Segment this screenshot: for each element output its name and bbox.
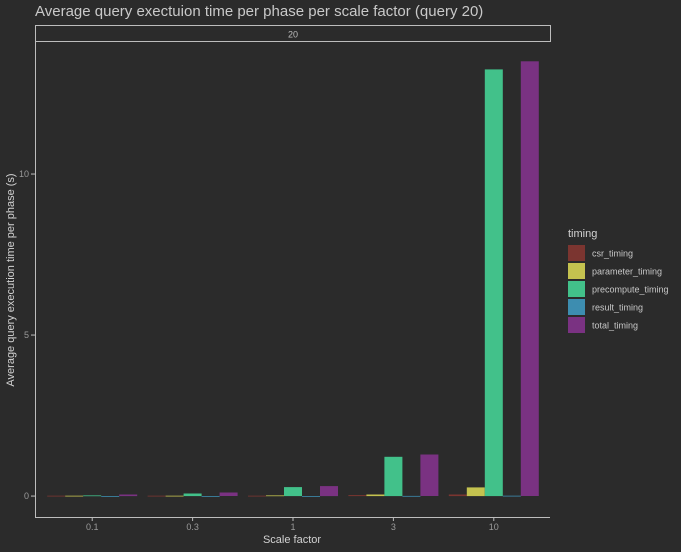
y-tick-label: 5: [24, 330, 29, 340]
bar-total_timing-10: [520, 61, 539, 497]
legend-swatch-csr_timing: [568, 245, 585, 261]
legend-label-result_timing: result_timing: [592, 303, 643, 313]
bar-result_timing-1: [302, 496, 320, 497]
bar-result_timing-10: [502, 495, 521, 497]
legend-swatch-parameter_timing: [568, 263, 585, 279]
legend: timing csr_timing parameter_timingprecomp…: [568, 228, 669, 333]
bar-precompute_timing-10: [484, 69, 503, 497]
legend-label-total_timing: total_timing: [592, 321, 638, 331]
bar-parameter_timing-1: [266, 495, 284, 497]
legend-label-precompute_timing: precompute_timing: [592, 285, 669, 295]
bar-result_timing-0.3: [201, 496, 220, 497]
legend-label-parameter_timing: parameter_timing: [592, 267, 662, 277]
bar-csr_timing-1: [248, 495, 266, 497]
chart-title: Average query exectuion time per phase p…: [35, 3, 483, 20]
x-tick-label: 0.1: [86, 522, 99, 532]
bar-total_timing-3: [420, 454, 439, 496]
legend-title: timing: [568, 228, 597, 240]
bar-total_timing-1: [320, 486, 338, 497]
bar-parameter_timing-10: [466, 487, 485, 497]
bar-precompute_timing-0.1: [83, 495, 102, 497]
bar-total_timing-0.3: [219, 492, 238, 496]
legend-label-csr_timing: csr_timing: [592, 249, 633, 259]
bar-precompute_timing-3: [384, 456, 403, 497]
bar-precompute_timing-1: [284, 487, 302, 497]
y-tick-label: 10: [19, 169, 29, 179]
bar-csr_timing-0.3: [147, 495, 166, 497]
x-tick-label: 1: [290, 522, 295, 532]
bar-parameter_timing-0.1: [65, 495, 84, 497]
bar-parameter_timing-0.3: [165, 495, 184, 497]
legend-swatch-total_timing: [568, 317, 585, 333]
bar-precompute_timing-0.3: [183, 493, 202, 497]
legend-items: csr_timing parameter_timing precompute_tim…: [568, 245, 669, 333]
y-tick-label: 0: [24, 491, 29, 501]
bar-csr_timing-10: [448, 494, 467, 497]
y-axis-title: Average query execution time per phase (…: [5, 173, 17, 386]
facet-strip: [35, 25, 551, 42]
bar-total_timing-0.1: [119, 494, 138, 497]
facet-strip-label: 20: [288, 30, 298, 40]
bar-csr_timing-0.1: [47, 495, 66, 497]
bar-result_timing-3: [402, 495, 421, 497]
x-axis-ticks: 0.1 0.3 1 3 10: [86, 518, 499, 532]
x-tick-label: 10: [489, 522, 499, 532]
bar-result_timing-0.1: [101, 496, 120, 497]
x-tick-label: 0.3: [186, 522, 199, 532]
x-axis-title: Scale factor: [263, 534, 321, 546]
legend-swatch-precompute_timing: [568, 281, 585, 297]
bars-layer: [47, 61, 539, 497]
legend-swatch-result_timing: [568, 299, 585, 315]
bar-parameter_timing-3: [366, 494, 385, 497]
y-axis-ticks: 0 5 10: [19, 169, 35, 501]
bar-csr_timing-3: [348, 495, 367, 497]
x-tick-label: 3: [391, 522, 396, 532]
